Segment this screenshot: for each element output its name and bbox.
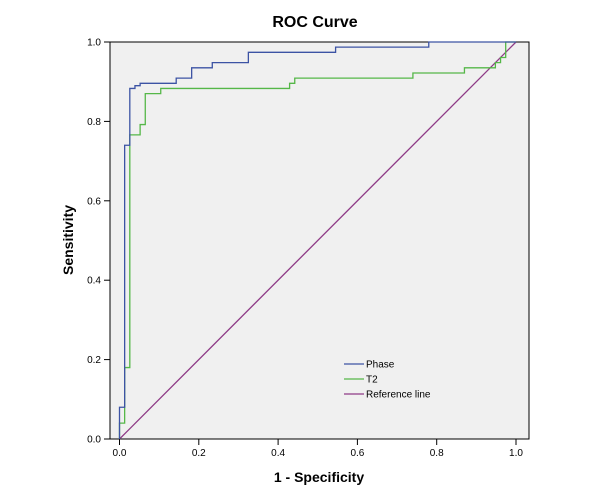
y-tick-label: 0.0 bbox=[87, 435, 101, 446]
series-layer bbox=[118, 41, 517, 440]
series-line-phase bbox=[118, 41, 516, 439]
x-tick-label: 0.8 bbox=[430, 448, 444, 459]
x-axis-label: 1 - Specificity bbox=[274, 469, 364, 485]
x-tick-label: 0.0 bbox=[113, 448, 127, 459]
legend-label-phase: Phase bbox=[366, 360, 395, 371]
legend-label-t2: T2 bbox=[366, 375, 378, 386]
y-tick-label: 0.8 bbox=[87, 117, 101, 128]
x-tick-label: 0.2 bbox=[192, 448, 206, 459]
y-axis: 0.0 0.2 0.4 0.6 0.8 1.0 bbox=[87, 38, 110, 446]
x-tick-label: 1.0 bbox=[509, 448, 523, 459]
y-tick-label: 0.2 bbox=[87, 355, 101, 366]
y-tick-label: 0.6 bbox=[87, 196, 101, 207]
series-line-reference-line bbox=[119, 41, 517, 440]
y-axis-label: Sensitivity bbox=[60, 205, 76, 275]
x-tick-label: 0.4 bbox=[271, 448, 285, 459]
y-tick-label: 0.4 bbox=[87, 276, 101, 287]
series-line-t2 bbox=[118, 41, 516, 439]
y-tick-label: 1.0 bbox=[87, 38, 101, 49]
x-tick-label: 0.6 bbox=[350, 448, 364, 459]
plot-area bbox=[109, 41, 530, 440]
legend-label-reference-line: Reference line bbox=[366, 390, 431, 401]
chart-title: ROC Curve bbox=[272, 14, 357, 31]
x-axis: 0.0 0.2 0.4 0.6 0.8 1.0 bbox=[113, 439, 523, 459]
legend: Phase T2 Reference line bbox=[344, 360, 431, 401]
